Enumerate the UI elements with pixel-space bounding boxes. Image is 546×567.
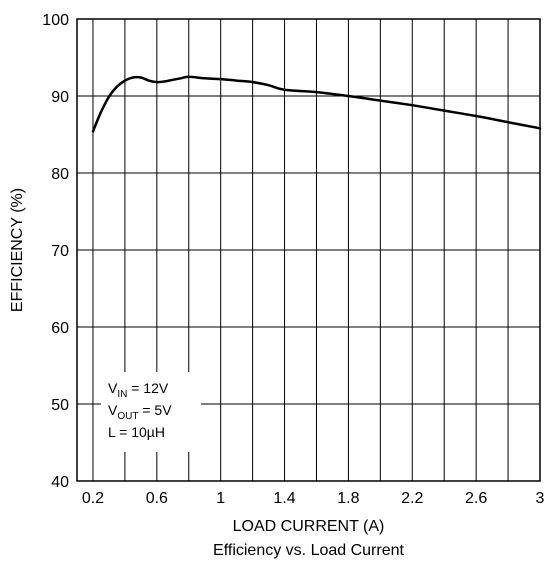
annotation-symbol: L = 10 (108, 424, 147, 440)
annotation-value: µH (147, 424, 165, 440)
x-tick-label: 0.6 (146, 490, 168, 507)
chart-caption: Efficiency vs. Load Current (213, 542, 404, 559)
annotation-line: VOUT = 5V (108, 402, 172, 422)
x-tick-label: 0.2 (82, 490, 104, 507)
efficiency-curve (91, 75, 542, 133)
annotation-line: VIN = 12V (108, 380, 169, 400)
annotation-symbol: V (108, 402, 118, 418)
y-tick-labels: 40 50 60 70 80 90 100 (42, 12, 69, 491)
x-axis-label: LOAD CURRENT (A) (233, 518, 385, 535)
y-tick-label: 50 (51, 397, 69, 414)
grid (77, 19, 540, 481)
x-tick-label: 2.6 (465, 490, 487, 507)
plot-frame (76, 18, 541, 482)
x-tick-labels: 0.2 0.6 1 1.4 1.8 2.2 2.6 3 (82, 490, 545, 507)
x-tick-label: 2.2 (401, 490, 423, 507)
y-tick-label: 60 (51, 320, 69, 337)
annotation-subscript: IN (117, 389, 127, 400)
x-tick-label: 1.4 (273, 490, 295, 507)
y-tick-label: 90 (51, 89, 69, 106)
annotation-subscript: OUT (117, 411, 138, 422)
x-tick-label: 1 (216, 490, 225, 507)
annotation-line: L = 10µH (108, 424, 165, 440)
y-tick-label: 100 (42, 12, 69, 29)
y-tick-label: 40 (51, 474, 69, 491)
x-tick-label: 3 (536, 490, 545, 507)
y-tick-label: 80 (51, 166, 69, 183)
y-axis-label: EFFICIENCY (%) (9, 188, 26, 312)
annotation-value: = 5V (138, 402, 172, 418)
x-tick-label: 1.8 (337, 490, 359, 507)
annotation-box (101, 372, 201, 452)
annotation-symbol: V (108, 380, 118, 396)
y-tick-label: 70 (51, 243, 69, 260)
annotation-value: = 12V (127, 380, 169, 396)
